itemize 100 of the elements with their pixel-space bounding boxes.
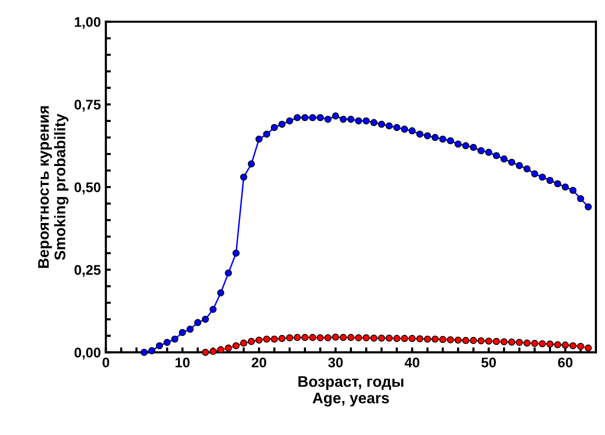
point (432, 134, 439, 142)
point (263, 336, 270, 343)
point (178, 328, 186, 336)
point (416, 335, 424, 342)
point (408, 334, 416, 342)
x-tick-label: 60 (558, 358, 572, 368)
point (232, 342, 240, 350)
point (255, 136, 263, 143)
point (454, 336, 462, 344)
point (301, 114, 309, 122)
point (355, 334, 362, 342)
point (156, 342, 164, 350)
point (500, 338, 508, 346)
x-tick-label: 50 (481, 358, 496, 368)
point (554, 180, 562, 188)
point (386, 334, 393, 342)
point (347, 334, 354, 342)
point (508, 158, 516, 166)
point (202, 348, 209, 356)
point (439, 136, 446, 143)
point (210, 348, 217, 355)
point (332, 112, 340, 120)
point (301, 334, 309, 342)
point (316, 334, 324, 342)
point (584, 344, 592, 352)
point (393, 124, 400, 132)
point (210, 306, 217, 313)
point (538, 174, 546, 181)
point (531, 340, 538, 347)
point (416, 130, 424, 138)
point (370, 119, 378, 126)
point (408, 127, 416, 134)
point (240, 174, 248, 181)
point (224, 344, 232, 352)
point (202, 316, 209, 323)
point (478, 147, 485, 154)
point (378, 334, 386, 342)
y-axis-title: Вероятность курения Smoking probability (38, 106, 68, 268)
point (562, 342, 569, 349)
point (278, 334, 286, 342)
point (324, 334, 332, 342)
point (332, 334, 340, 341)
point (232, 250, 240, 257)
point (386, 122, 393, 130)
point (248, 160, 255, 168)
point (569, 186, 576, 194)
point (577, 195, 584, 202)
point (362, 117, 370, 124)
point (446, 336, 454, 344)
point (424, 336, 432, 343)
point (278, 120, 286, 128)
point (186, 326, 194, 333)
point (492, 152, 500, 160)
point (217, 346, 224, 354)
point (194, 319, 202, 326)
point (470, 144, 477, 151)
point (400, 334, 408, 342)
y-tick-label: 0,25 (74, 265, 101, 277)
point (516, 162, 523, 170)
point (432, 336, 439, 343)
point (554, 341, 562, 348)
point (294, 114, 301, 122)
point (355, 117, 362, 124)
point (393, 334, 400, 342)
x-tick-label: 10 (176, 358, 190, 368)
point (478, 337, 485, 344)
y-tick-label: 0,75 (74, 100, 101, 112)
point (492, 338, 500, 345)
point (562, 184, 569, 191)
point (224, 269, 232, 277)
point (370, 334, 378, 342)
point (347, 116, 354, 123)
point (500, 155, 508, 162)
point (286, 117, 294, 124)
point (546, 340, 554, 348)
point (523, 165, 531, 172)
point (485, 148, 492, 156)
point (148, 347, 156, 354)
point (362, 334, 370, 342)
point (424, 132, 432, 140)
point (270, 124, 278, 132)
point (171, 336, 178, 343)
point (340, 116, 347, 123)
point (286, 334, 294, 342)
point (454, 140, 462, 148)
point (531, 170, 538, 178)
point (538, 340, 546, 348)
point (569, 342, 576, 350)
point (324, 116, 332, 123)
point (140, 348, 148, 356)
y-tick-label: 0,00 (74, 348, 100, 360)
point (217, 289, 224, 296)
point (255, 336, 263, 344)
point (485, 338, 492, 345)
point (470, 336, 477, 344)
point (164, 338, 171, 346)
point (516, 338, 523, 346)
point (462, 142, 470, 150)
x-tick-label: 40 (404, 358, 420, 368)
point (294, 334, 301, 342)
